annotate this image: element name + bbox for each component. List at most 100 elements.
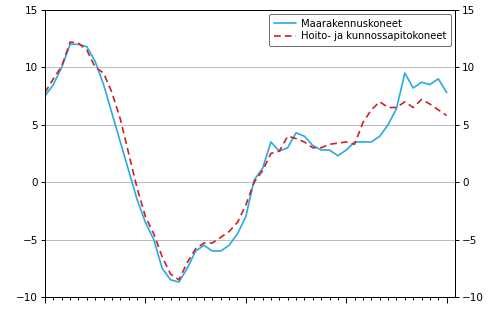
Hoito- ja kunnossapitokoneet xyxy=(352,142,358,146)
Maarakennuskoneet xyxy=(168,278,173,282)
Line: Hoito- ja kunnossapitokoneet: Hoito- ja kunnossapitokoneet xyxy=(45,42,446,280)
Hoito- ja kunnossapitokoneet xyxy=(201,241,207,245)
Hoito- ja kunnossapitokoneet xyxy=(176,278,182,282)
Hoito- ja kunnossapitokoneet xyxy=(184,261,190,265)
Maarakennuskoneet xyxy=(58,65,64,69)
Maarakennuskoneet xyxy=(50,82,56,86)
Maarakennuskoneet xyxy=(100,82,106,86)
Hoito- ja kunnossapitokoneet xyxy=(410,106,416,110)
Hoito- ja kunnossapitokoneet xyxy=(118,117,124,121)
Maarakennuskoneet xyxy=(201,243,207,247)
Maarakennuskoneet xyxy=(260,166,266,170)
Maarakennuskoneet xyxy=(176,280,182,284)
Hoito- ja kunnossapitokoneet xyxy=(310,146,316,150)
Maarakennuskoneet xyxy=(436,77,442,81)
Hoito- ja kunnossapitokoneet xyxy=(151,232,157,236)
Maarakennuskoneet xyxy=(276,149,282,153)
Hoito- ja kunnossapitokoneet xyxy=(109,91,115,95)
Maarakennuskoneet xyxy=(210,249,216,253)
Maarakennuskoneet xyxy=(251,178,257,182)
Hoito- ja kunnossapitokoneet xyxy=(226,230,232,234)
Hoito- ja kunnossapitokoneet xyxy=(444,114,450,117)
Hoito- ja kunnossapitokoneet xyxy=(368,108,374,112)
Hoito- ja kunnossapitokoneet xyxy=(134,186,140,190)
Maarakennuskoneet xyxy=(76,42,82,46)
Hoito- ja kunnossapitokoneet xyxy=(427,102,433,106)
Hoito- ja kunnossapitokoneet xyxy=(436,108,442,112)
Hoito- ja kunnossapitokoneet xyxy=(192,247,198,251)
Hoito- ja kunnossapitokoneet xyxy=(50,77,56,81)
Maarakennuskoneet xyxy=(92,60,98,64)
Hoito- ja kunnossapitokoneet xyxy=(42,91,48,95)
Maarakennuskoneet xyxy=(360,140,366,144)
Maarakennuskoneet xyxy=(118,140,124,144)
Hoito- ja kunnossapitokoneet xyxy=(234,220,240,224)
Maarakennuskoneet xyxy=(410,86,416,90)
Hoito- ja kunnossapitokoneet xyxy=(385,106,391,110)
Hoito- ja kunnossapitokoneet xyxy=(260,169,266,173)
Maarakennuskoneet xyxy=(385,123,391,127)
Hoito- ja kunnossapitokoneet xyxy=(159,255,165,259)
Hoito- ja kunnossapitokoneet xyxy=(84,48,90,52)
Hoito- ja kunnossapitokoneet xyxy=(276,149,282,153)
Hoito- ja kunnossapitokoneet xyxy=(284,134,290,138)
Hoito- ja kunnossapitokoneet xyxy=(268,151,274,155)
Maarakennuskoneet xyxy=(444,91,450,95)
Maarakennuskoneet xyxy=(302,134,308,138)
Maarakennuskoneet xyxy=(326,148,332,152)
Hoito- ja kunnossapitokoneet xyxy=(100,71,106,75)
Maarakennuskoneet xyxy=(218,249,224,253)
Maarakennuskoneet xyxy=(42,94,48,98)
Hoito- ja kunnossapitokoneet xyxy=(293,137,299,141)
Maarakennuskoneet xyxy=(376,134,382,138)
Hoito- ja kunnossapitokoneet xyxy=(243,203,249,207)
Maarakennuskoneet xyxy=(402,71,408,75)
Hoito- ja kunnossapitokoneet xyxy=(360,120,366,124)
Maarakennuskoneet xyxy=(159,266,165,270)
Maarakennuskoneet xyxy=(368,140,374,144)
Maarakennuskoneet xyxy=(226,243,232,247)
Maarakennuskoneet xyxy=(126,169,132,173)
Hoito- ja kunnossapitokoneet xyxy=(418,97,424,101)
Hoito- ja kunnossapitokoneet xyxy=(58,64,64,68)
Maarakennuskoneet xyxy=(418,80,424,84)
Maarakennuskoneet xyxy=(134,197,140,201)
Hoito- ja kunnossapitokoneet xyxy=(326,142,332,146)
Maarakennuskoneet xyxy=(192,249,198,253)
Maarakennuskoneet xyxy=(151,238,157,242)
Maarakennuskoneet xyxy=(427,82,433,86)
Maarakennuskoneet xyxy=(243,214,249,218)
Maarakennuskoneet xyxy=(67,42,73,46)
Maarakennuskoneet xyxy=(109,111,115,115)
Hoito- ja kunnossapitokoneet xyxy=(302,140,308,144)
Maarakennuskoneet xyxy=(335,154,341,158)
Hoito- ja kunnossapitokoneet xyxy=(92,65,98,69)
Hoito- ja kunnossapitokoneet xyxy=(376,100,382,104)
Hoito- ja kunnossapitokoneet xyxy=(67,40,73,44)
Hoito- ja kunnossapitokoneet xyxy=(251,180,257,184)
Hoito- ja kunnossapitokoneet xyxy=(318,146,324,150)
Hoito- ja kunnossapitokoneet xyxy=(402,100,408,104)
Maarakennuskoneet xyxy=(293,131,299,135)
Maarakennuskoneet xyxy=(184,266,190,270)
Maarakennuskoneet xyxy=(352,140,358,144)
Maarakennuskoneet xyxy=(284,146,290,150)
Hoito- ja kunnossapitokoneet xyxy=(142,214,148,218)
Maarakennuskoneet xyxy=(343,148,349,152)
Hoito- ja kunnossapitokoneet xyxy=(335,141,341,145)
Hoito- ja kunnossapitokoneet xyxy=(76,41,82,45)
Hoito- ja kunnossapitokoneet xyxy=(126,151,132,155)
Hoito- ja kunnossapitokoneet xyxy=(394,106,400,110)
Maarakennuskoneet xyxy=(394,107,400,111)
Maarakennuskoneet xyxy=(84,45,90,49)
Maarakennuskoneet xyxy=(234,232,240,236)
Legend: Maarakennuskoneet, Hoito- ja kunnossapitokoneet: Maarakennuskoneet, Hoito- ja kunnossapit… xyxy=(268,14,451,47)
Hoito- ja kunnossapitokoneet xyxy=(210,241,216,245)
Maarakennuskoneet xyxy=(310,144,316,148)
Hoito- ja kunnossapitokoneet xyxy=(218,235,224,239)
Hoito- ja kunnossapitokoneet xyxy=(168,272,173,276)
Maarakennuskoneet xyxy=(268,140,274,144)
Maarakennuskoneet xyxy=(142,220,148,224)
Line: Maarakennuskoneet: Maarakennuskoneet xyxy=(45,44,446,282)
Maarakennuskoneet xyxy=(318,148,324,152)
